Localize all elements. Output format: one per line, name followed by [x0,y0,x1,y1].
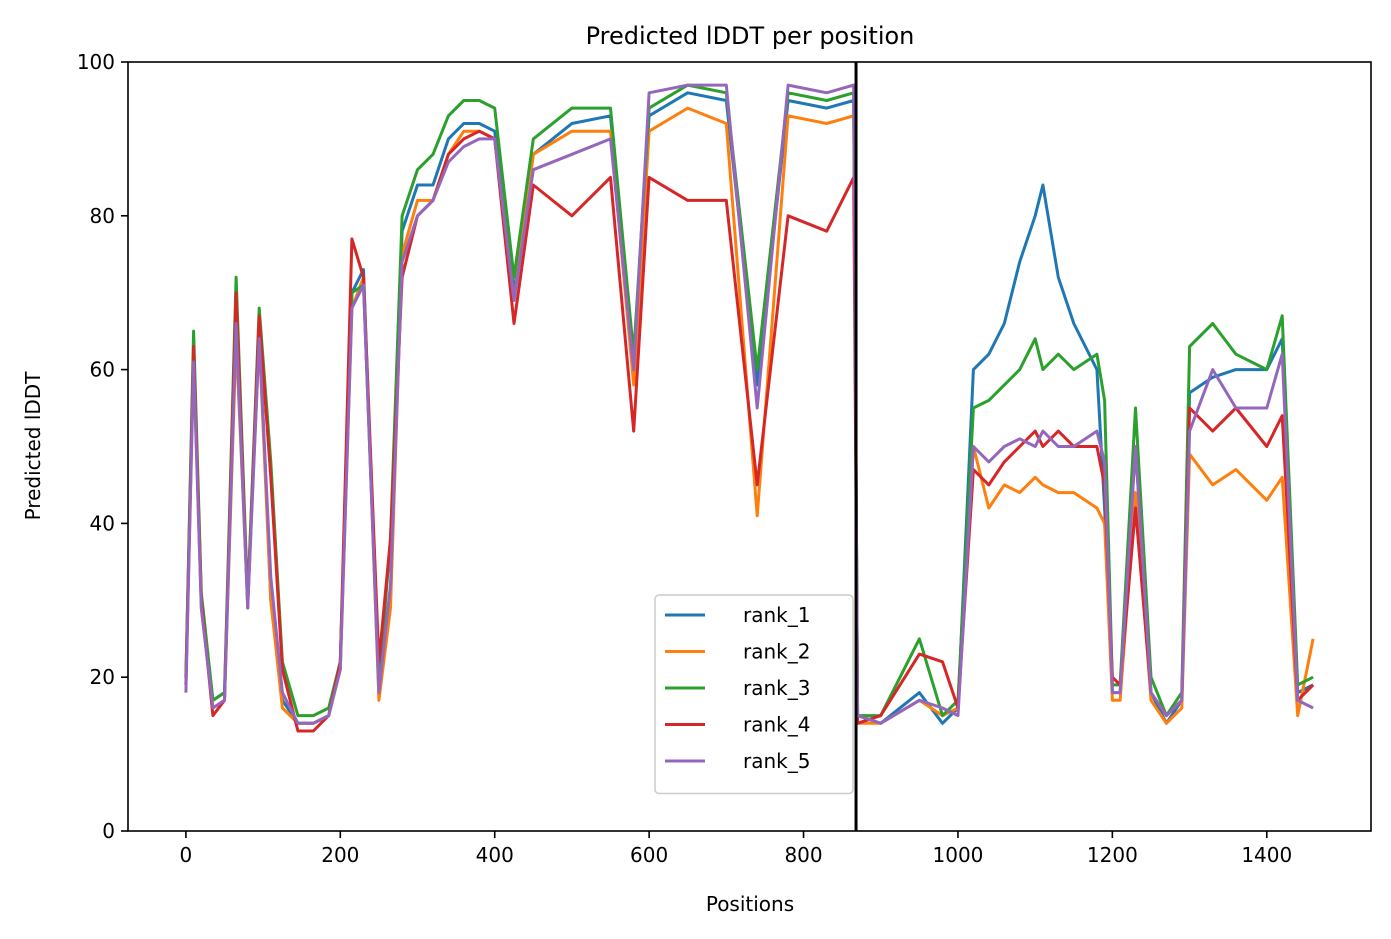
x-tick-label: 0 [180,843,193,867]
plot-frame [127,61,1372,832]
x-tick-label: 800 [784,843,822,867]
x-tick-label: 1000 [933,843,984,867]
legend-label: rank_4 [743,713,810,737]
chart-title: Predicted lDDT per position [586,22,915,50]
legend-label: rank_5 [743,749,810,773]
series-group [184,62,1315,831]
legend-label: rank_1 [743,603,810,627]
legend-label: rank_3 [743,676,810,700]
legend-box [654,594,854,795]
legend-label: rank_2 [743,640,810,664]
y-tick-label: 80 [90,204,115,228]
y-tick-label: 100 [77,50,115,74]
y-tick-label: 20 [90,665,115,689]
x-tick-label: 1400 [1241,843,1292,867]
y-tick-label: 0 [102,819,115,843]
legend: rank_1 rank_2 rank_3 rank_4 rank_5 [654,594,854,795]
x-tick-label: 1200 [1087,843,1138,867]
y-tick-label: 60 [90,358,115,382]
axes: 0 200 400 600 800 1000 1200 1400 0 20 40 60 80 100 [77,50,1372,867]
x-axis-label: Positions [706,892,794,916]
x-tick-label: 200 [321,843,359,867]
x-tick-label: 400 [476,843,514,867]
y-tick-label: 40 [90,511,115,535]
y-axis-label: Predicted lDDT [21,371,45,521]
x-tick-label: 600 [630,843,668,867]
series-line-rank_5 [184,83,1314,725]
